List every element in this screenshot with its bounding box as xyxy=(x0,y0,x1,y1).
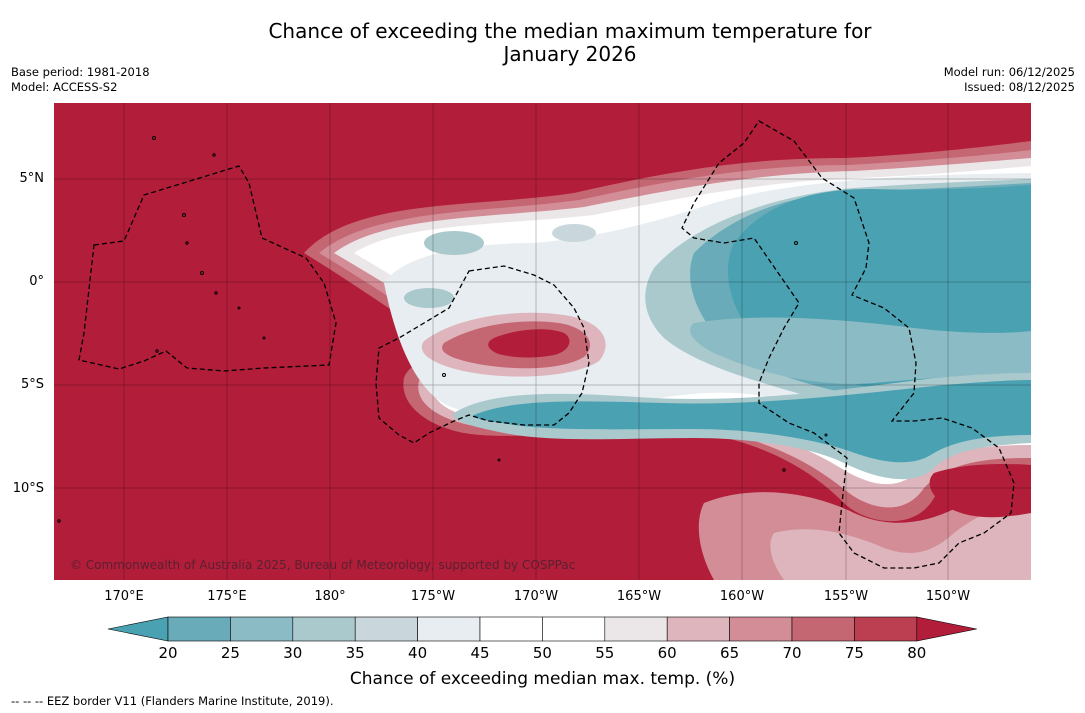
colorbar-cell xyxy=(230,616,294,642)
lon-label-175e: 175°E xyxy=(207,589,247,604)
colorbar-cell xyxy=(417,616,481,642)
probability-field-south-cool xyxy=(453,317,1031,480)
islands xyxy=(57,136,828,523)
probability-field-warm-pocket xyxy=(421,312,606,377)
lon-label-170w: 170°W xyxy=(513,589,559,604)
colorbar-cell xyxy=(729,616,793,642)
lon-label-175w: 175°W xyxy=(410,589,456,604)
meta-right: Model run: 06/12/2025 Issued: 08/12/2025 xyxy=(944,65,1075,95)
colorbar-cell xyxy=(354,616,418,642)
lon-label-170e: 170°E xyxy=(104,589,144,604)
issued-date: Issued: 08/12/2025 xyxy=(964,80,1075,94)
colorbar-tick-label: 55 xyxy=(595,644,614,662)
colorbar-cell xyxy=(479,616,543,642)
colorbar-cell xyxy=(854,616,918,642)
map-panel xyxy=(54,103,1031,580)
colorbar-tick-label: 50 xyxy=(533,644,552,662)
eez-borders xyxy=(78,120,1015,569)
colorbar-cell xyxy=(604,616,668,642)
map-title: Chance of exceeding the median maximum t… xyxy=(0,20,1085,66)
lon-label-180: 180° xyxy=(314,589,346,604)
eez-legend-note: -- -- -- EEZ border V11 (Flanders Marine… xyxy=(11,694,334,708)
map-title-line2: January 2026 xyxy=(503,42,637,66)
colorbar-cell xyxy=(791,616,855,642)
probability-field-southeast xyxy=(698,463,1031,580)
colorbar-cell xyxy=(292,616,356,642)
colorbar-cells xyxy=(107,616,977,642)
colorbar-tick-label: 30 xyxy=(283,644,302,662)
graticule xyxy=(54,103,1031,580)
colorbar-tick-label: 70 xyxy=(782,644,801,662)
colorbar-tick-label: 65 xyxy=(720,644,739,662)
copyright-notice: © Commonwealth of Australia 2025, Bureau… xyxy=(70,558,576,572)
colorbar-tick-label: 80 xyxy=(907,644,926,662)
lat-label-5s: 5°S xyxy=(20,377,44,392)
base-period: Base period: 1981-2018 xyxy=(11,65,150,79)
colorbar-label: Chance of exceeding median max. temp. (%… xyxy=(349,669,736,689)
lon-label-165w: 165°W xyxy=(616,589,662,604)
colorbar-tick-label: 25 xyxy=(221,644,240,662)
eez-border-west xyxy=(78,165,337,372)
colorbar-arrow-low xyxy=(107,616,169,642)
colorbar-ticks: 20 25 30 35 40 45 50 55 60 65 70 75 80 xyxy=(158,644,926,662)
lat-label-5n: 5°N xyxy=(19,171,45,186)
colorbar-tick-label: 35 xyxy=(346,644,365,662)
lat-label-10s: 10°S xyxy=(12,481,44,496)
colorbar-tick-label: 20 xyxy=(158,644,177,662)
eez-border-east xyxy=(681,120,1015,569)
colorbar-cell xyxy=(666,616,730,642)
colorbar-tick-label: 60 xyxy=(658,644,677,662)
eez-border-central xyxy=(375,265,590,444)
colorbar-tick-label: 45 xyxy=(470,644,489,662)
map-canvas xyxy=(54,103,1031,580)
lon-label-150w: 150°W xyxy=(925,589,971,604)
colorbar-tick-label: 40 xyxy=(408,644,427,662)
colorbar-arrow-high xyxy=(916,616,977,642)
lon-label-155w: 155°W xyxy=(823,589,869,604)
model-run: Model run: 06/12/2025 xyxy=(943,65,1075,79)
colorbar-tick-label: 75 xyxy=(845,644,864,662)
lat-label-0: 0° xyxy=(29,274,44,289)
model-name: Model: ACCESS-S2 xyxy=(11,80,118,94)
probability-field-light-patches xyxy=(404,224,596,308)
colorbar-cell xyxy=(167,616,231,642)
map-title-line1: Chance of exceeding the median maximum t… xyxy=(268,19,872,43)
meta-left: Base period: 1981-2018 Model: ACCESS-S2 xyxy=(11,65,150,95)
colorbar-cell xyxy=(542,616,606,642)
lon-label-160w: 160°W xyxy=(719,589,765,604)
